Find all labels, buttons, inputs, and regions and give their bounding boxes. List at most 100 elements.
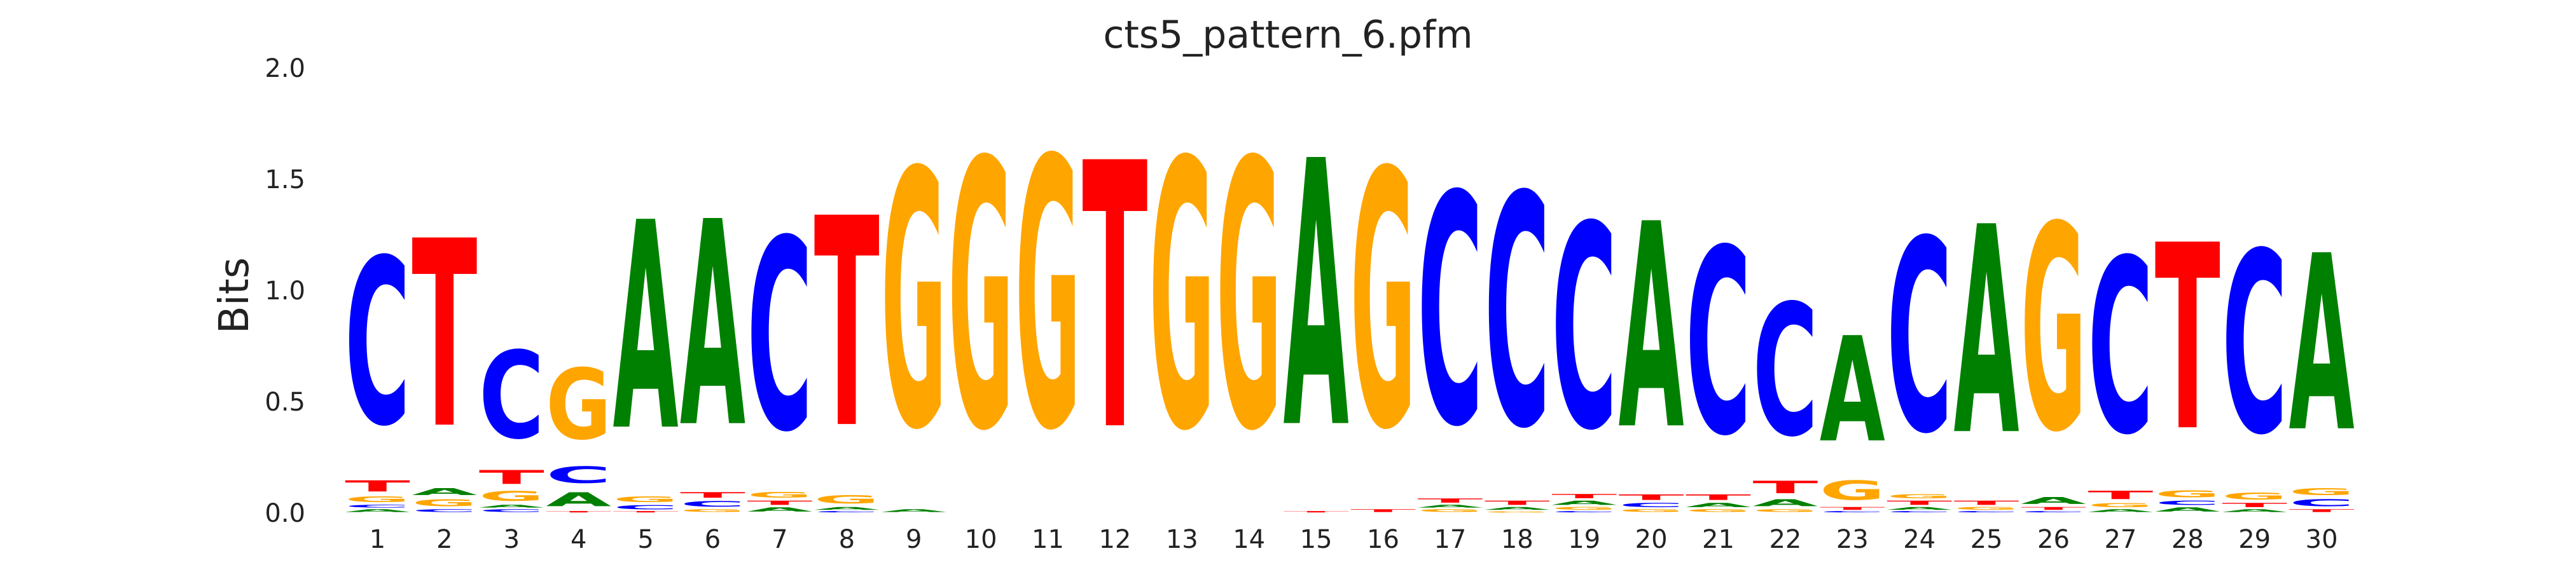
logo-letter-t: T xyxy=(613,511,679,513)
logo-letter-a: A xyxy=(1820,306,1885,475)
logo-letter-c: C xyxy=(747,184,812,490)
x-tick-label: 17 xyxy=(1434,525,1466,554)
logo-letter-g: G xyxy=(1887,493,1952,499)
x-tick-label: 25 xyxy=(1970,525,2003,554)
y-axis-ticks: 0.0 0.5 1.0 1.5 2.0 xyxy=(265,54,305,528)
logo-letter-c: C xyxy=(1752,266,1818,477)
logo-letter-g: G xyxy=(2222,491,2287,501)
logo-letter-a: A xyxy=(1954,167,2020,499)
logo-letter-g: G xyxy=(1619,508,1684,513)
logo-letter-a: A xyxy=(2289,205,2355,486)
logo-letter-a: A xyxy=(1686,502,1751,508)
x-tick-label: 5 xyxy=(637,525,653,554)
logo-letter-t: T xyxy=(412,186,478,485)
x-tick-label: 26 xyxy=(2037,525,2070,554)
logo-letter-t: T xyxy=(479,466,544,489)
x-tick-label: 11 xyxy=(1032,525,1064,554)
logo-letter-g: G xyxy=(412,498,477,508)
logo-letter-a: A xyxy=(2088,508,2153,513)
logo-letter-t: T xyxy=(1082,87,1148,512)
logo-letter-a: A xyxy=(814,507,880,511)
x-tick-label: 18 xyxy=(1501,525,1534,554)
logo-letter-c: C xyxy=(1887,511,1952,513)
logo-letter-a: A xyxy=(1752,498,1818,508)
logo-letter-g: G xyxy=(747,491,812,500)
logo-letter-c: C xyxy=(2155,500,2220,506)
logo-letter-t: T xyxy=(1820,507,1885,511)
logo-letter-t: T xyxy=(1417,498,1483,504)
logo-letter-c: C xyxy=(1551,511,1617,513)
x-tick-label: 4 xyxy=(571,525,586,554)
logo-letter-g: G xyxy=(1015,83,1081,512)
x-tick-label: 15 xyxy=(1300,525,1333,554)
logo-letter-a: A xyxy=(1619,165,1685,493)
logo-letter-a: A xyxy=(2155,507,2220,513)
logo-letter-g: G xyxy=(948,84,1014,512)
logo-letter-a: A xyxy=(2222,508,2287,513)
y-tick-label: 0.0 xyxy=(265,499,305,528)
logo-letter-g: G xyxy=(613,495,679,504)
logo-letter-t: T xyxy=(1551,493,1617,500)
logo-letter-c: C xyxy=(680,500,745,508)
logo-letter-c: C xyxy=(412,508,477,513)
logo-letter-t: T xyxy=(1686,493,1751,502)
x-tick-label: 12 xyxy=(1098,525,1131,554)
logo-letter-a: A xyxy=(546,488,611,510)
logo-letter-c: C xyxy=(2088,209,2153,488)
x-tick-label: 24 xyxy=(1903,525,1935,554)
logo-letter-t: T xyxy=(1954,500,2019,506)
x-tick-label: 30 xyxy=(2306,525,2338,554)
logo-letter-t: T xyxy=(2021,507,2086,511)
logo-letter-g: G xyxy=(1350,98,1416,507)
logo-letter-c: C xyxy=(1417,129,1483,496)
logo-letter-a: A xyxy=(1284,85,1350,510)
logo-letter-g: G xyxy=(2289,486,2355,497)
x-tick-label: 20 xyxy=(1635,525,1668,554)
logo-letter-c: C xyxy=(1551,167,1617,492)
logo-letter-t: T xyxy=(747,500,812,506)
logo-letter-c: C xyxy=(2222,201,2287,490)
logo-letter-a: A xyxy=(680,163,746,491)
logo-letter-a: A xyxy=(479,504,544,508)
x-tick-label: 2 xyxy=(436,525,452,554)
logo-letter-t: T xyxy=(1350,508,1416,513)
logo-letter-g: G xyxy=(1954,507,2019,511)
logo-letter-t: T xyxy=(2088,489,2153,502)
x-tick-label: 9 xyxy=(906,525,922,554)
y-axis-label: Bits xyxy=(211,257,258,334)
x-tick-label: 21 xyxy=(1702,525,1735,554)
logo-letter-g: G xyxy=(680,508,745,513)
logo-letter-g: G xyxy=(1485,511,1550,513)
logo-letter-a: A xyxy=(747,507,812,513)
x-tick-label: 3 xyxy=(504,525,520,554)
logo-letter-a: A xyxy=(1417,504,1483,508)
x-tick-label: 10 xyxy=(965,525,997,554)
y-tick-label: 1.0 xyxy=(265,276,305,306)
y-tick-label: 2.0 xyxy=(265,54,305,83)
logo-letter-a: A xyxy=(613,163,679,494)
x-tick-label: 8 xyxy=(839,525,855,554)
logo-letter-g: G xyxy=(1149,84,1215,512)
logo-letter-g: G xyxy=(345,495,410,504)
logo-letter-g: G xyxy=(479,489,544,504)
logo-letter-a: A xyxy=(345,508,410,513)
x-tick-label: 1 xyxy=(370,525,385,554)
logo-letter-g: G xyxy=(1820,475,1885,507)
logo-letter-c: C xyxy=(2021,511,2086,513)
logo-letter-t: T xyxy=(1284,511,1349,513)
logo-letter-c: C xyxy=(814,511,880,513)
logo-letter-t: T xyxy=(345,477,410,495)
logo-letter-g: G xyxy=(881,98,946,507)
logo-letter-t: T xyxy=(2289,508,2355,513)
logo-letter-g: G xyxy=(1551,507,1617,511)
logo-letter-a: A xyxy=(1485,507,1550,511)
logo-letter-c: C xyxy=(1820,511,1885,513)
logo-letter-c: C xyxy=(1887,185,1952,493)
logo-letter-t: T xyxy=(1619,493,1684,502)
logo-letter-c: C xyxy=(345,212,410,477)
logo-letter-g: G xyxy=(1752,508,1818,513)
logo-letter-a: A xyxy=(412,486,477,497)
logo-letter-a: A xyxy=(2021,495,2086,506)
